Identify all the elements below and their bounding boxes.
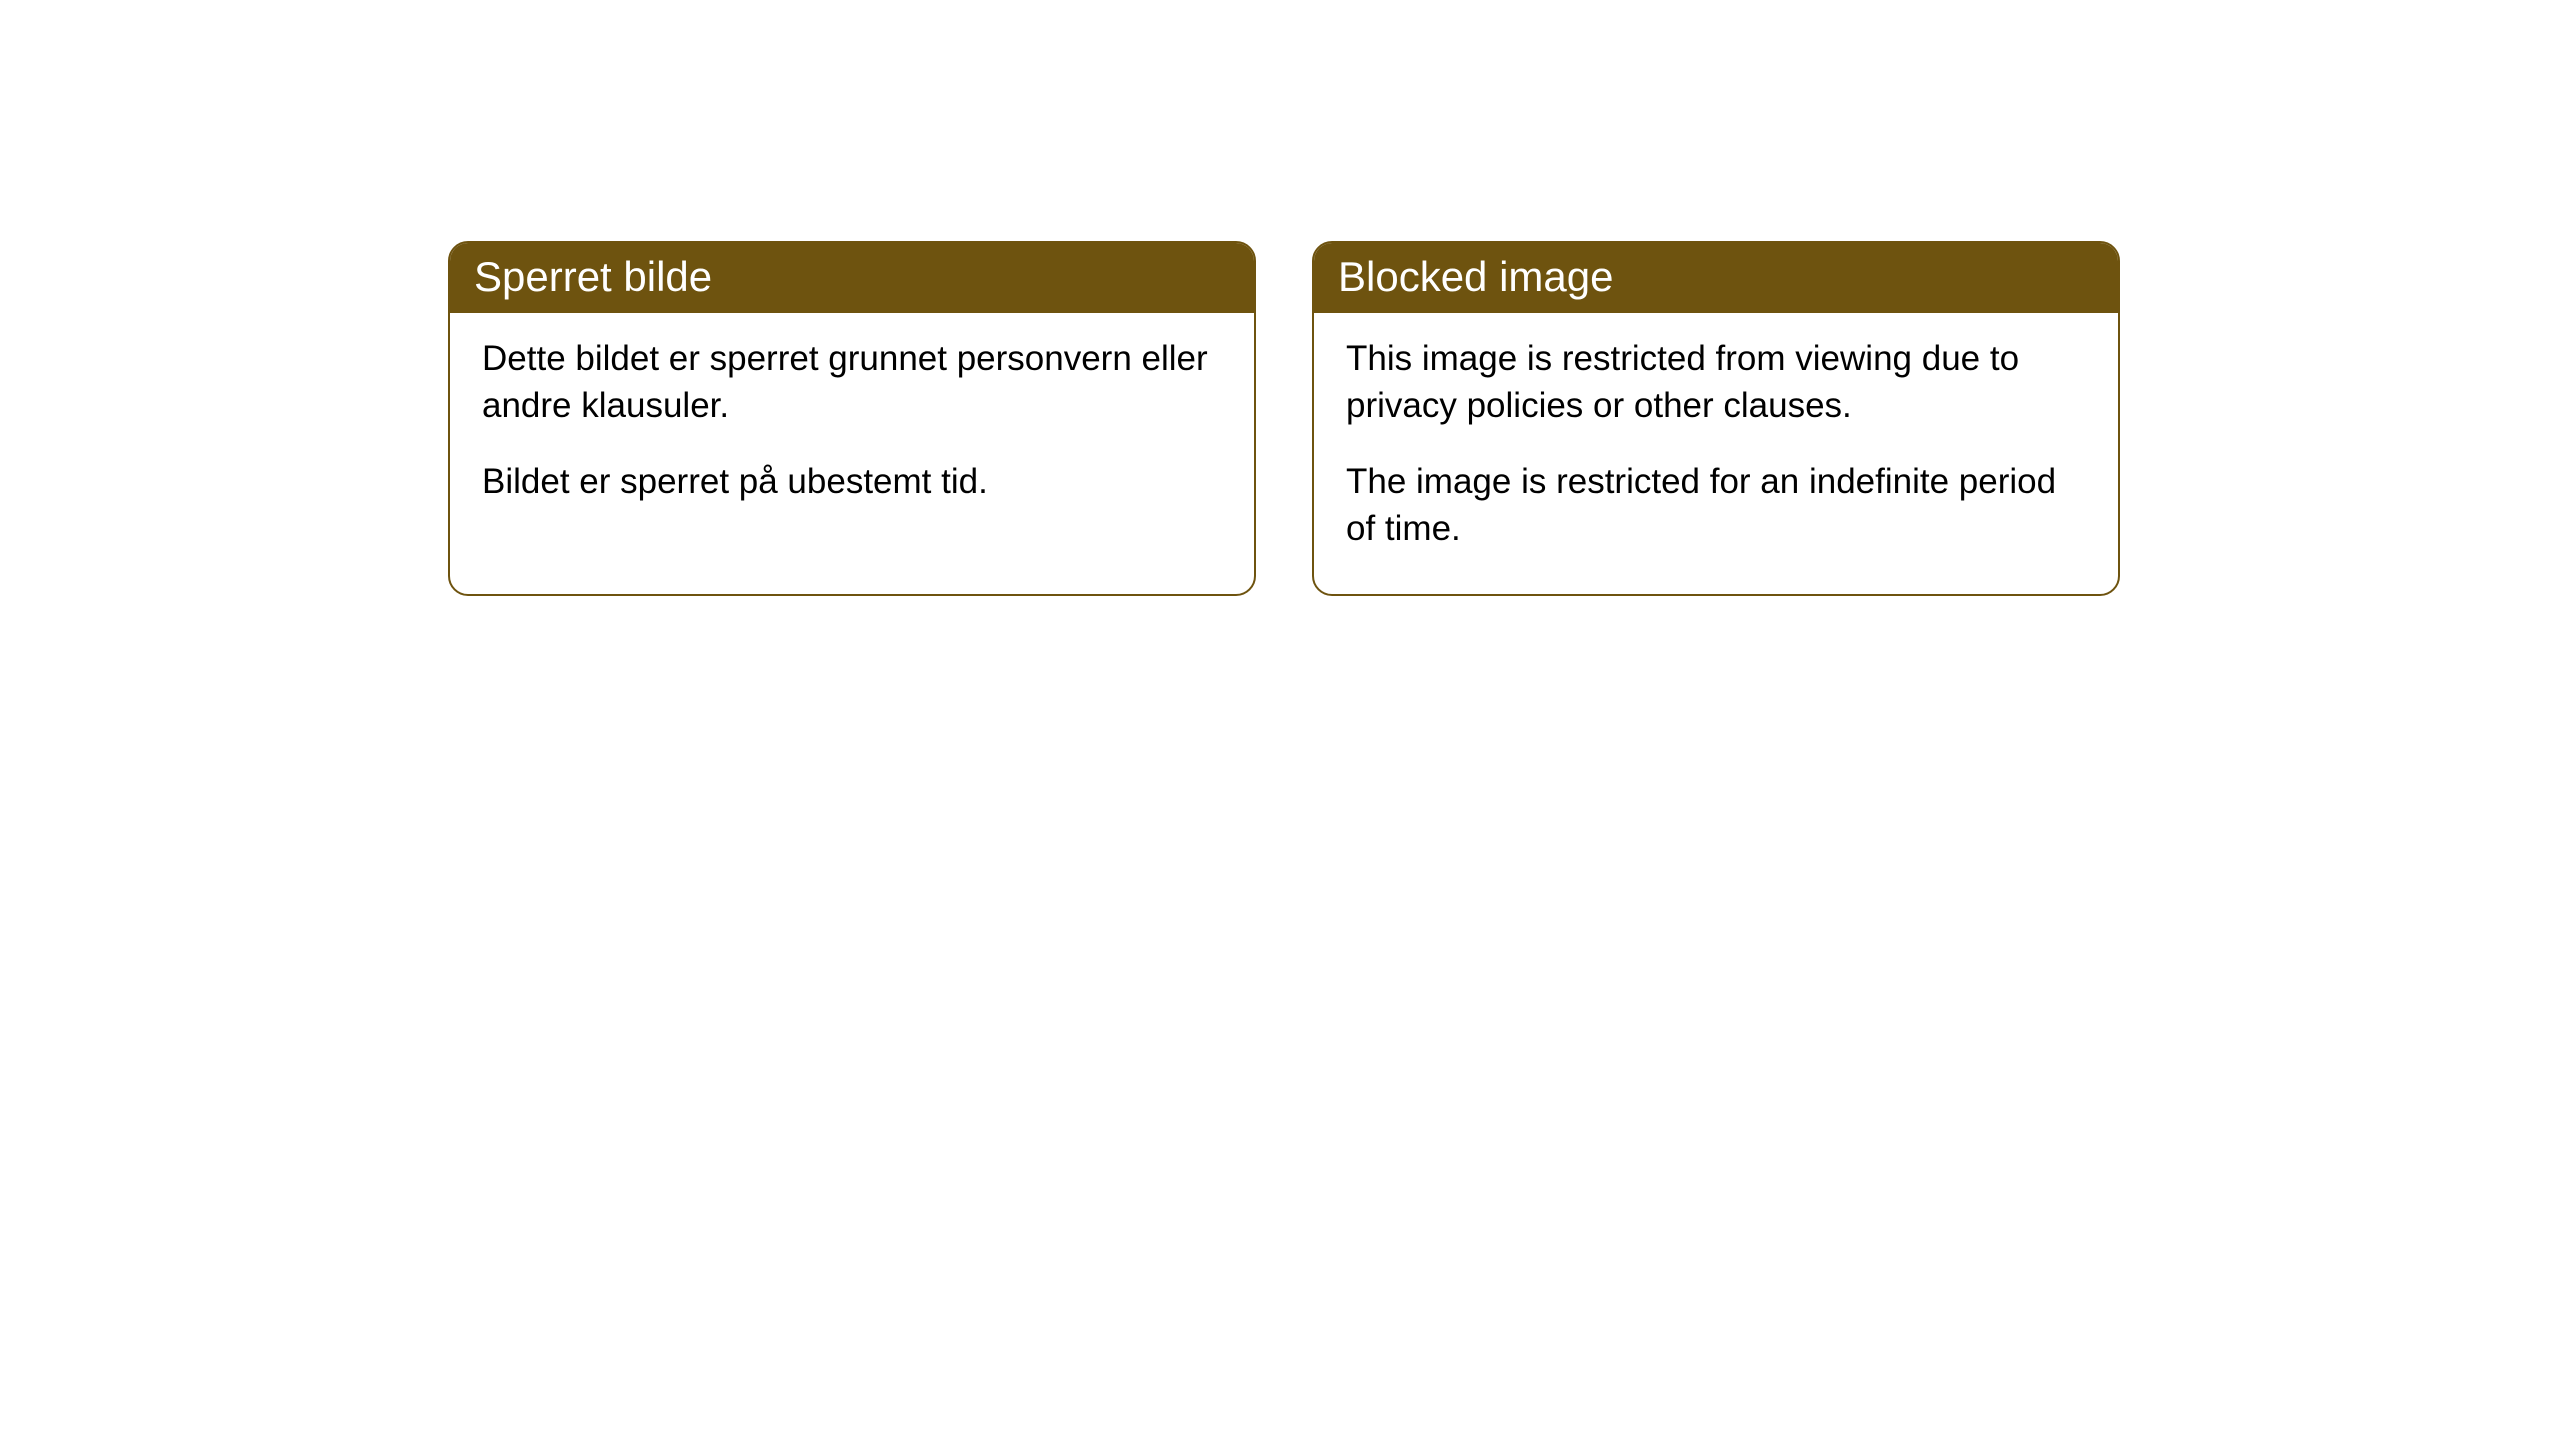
notice-cards-container: Sperret bilde Dette bildet er sperret gr… [448,241,2120,596]
notice-card-english: Blocked image This image is restricted f… [1312,241,2120,596]
card-header: Blocked image [1314,243,2118,313]
card-body: Dette bildet er sperret grunnet personve… [450,313,1254,547]
notice-card-norwegian: Sperret bilde Dette bildet er sperret gr… [448,241,1256,596]
card-title: Blocked image [1338,253,1613,300]
card-paragraph: Bildet er sperret på ubestemt tid. [482,458,1222,505]
card-paragraph: The image is restricted for an indefinit… [1346,458,2086,553]
card-header: Sperret bilde [450,243,1254,313]
card-paragraph: This image is restricted from viewing du… [1346,335,2086,430]
card-title: Sperret bilde [474,253,712,300]
card-paragraph: Dette bildet er sperret grunnet personve… [482,335,1222,430]
card-body: This image is restricted from viewing du… [1314,313,2118,594]
